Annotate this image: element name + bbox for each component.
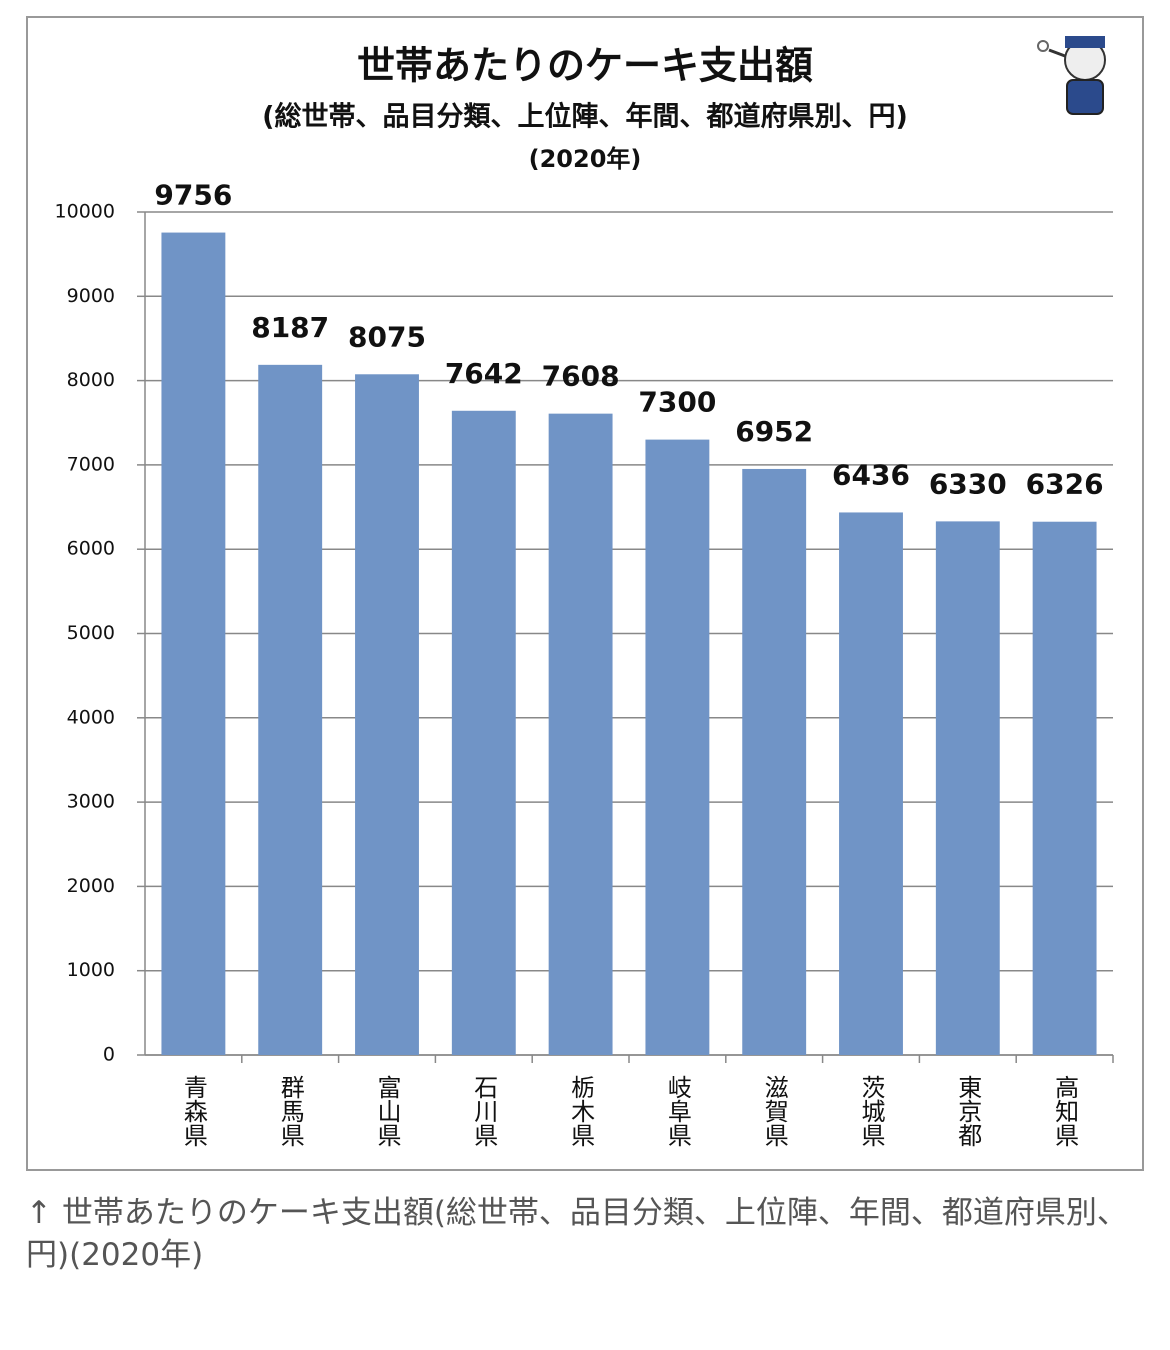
x-tick-label: 富山県 — [373, 1075, 401, 1147]
y-tick-label: 9000 — [67, 285, 115, 307]
chart-subtitle: (総世帯、品目分類、上位陣、年間、都道府県別、円) — [262, 101, 908, 133]
bar — [645, 439, 710, 1055]
y-tick-label: 2000 — [67, 875, 115, 897]
x-tick-label: 岐阜県 — [663, 1075, 691, 1147]
chart: 世帯あたりのケーキ支出額 (総世帯、品目分類、上位陣、年間、都道府県別、円) (… — [26, 16, 1144, 1171]
x-tick-label: 東京都 — [954, 1075, 982, 1147]
value-label: 6952 — [735, 415, 813, 448]
value-label: 7300 — [638, 386, 716, 419]
x-tick-label: 滋賀県 — [760, 1075, 788, 1147]
x-tick-label: 栃木県 — [567, 1075, 595, 1147]
y-tick-label: 0 — [103, 1044, 115, 1066]
y-tick-label: 6000 — [67, 538, 115, 560]
value-label: 6326 — [1026, 468, 1104, 501]
bar — [742, 468, 807, 1055]
bar — [935, 521, 1000, 1055]
caption: ↑ 世帯あたりのケーキ支出額(総世帯、品目分類、上位陣、年間、都道府県別、円)(… — [26, 1195, 1128, 1273]
y-tick-label: 1000 — [67, 959, 115, 981]
y-tick-label: 7000 — [67, 453, 115, 475]
bar — [258, 364, 323, 1055]
chart-period: (2020年) — [529, 145, 642, 173]
chart-title: 世帯あたりのケーキ支出額 — [357, 44, 813, 88]
x-tick-label: 青森県 — [179, 1075, 207, 1147]
x-tick-label: 高知県 — [1051, 1075, 1079, 1147]
x-tick-label: 茨城県 — [857, 1075, 885, 1147]
mascot — [1037, 36, 1106, 115]
bar — [548, 413, 613, 1055]
bar — [839, 512, 903, 1055]
value-label: 9756 — [154, 179, 232, 212]
y-tick-label: 3000 — [67, 791, 115, 813]
y-tick-label: 8000 — [67, 369, 115, 391]
bar — [451, 410, 516, 1055]
value-label: 8187 — [251, 311, 329, 344]
bar — [161, 232, 226, 1055]
value-label: 6330 — [929, 467, 1007, 500]
x-tick-label: 石川県 — [470, 1075, 498, 1147]
value-label: 6436 — [832, 458, 910, 491]
y-tick-label: 5000 — [67, 622, 115, 644]
value-label: 7642 — [445, 357, 523, 390]
value-label: 8075 — [348, 320, 426, 353]
value-label: 7608 — [542, 360, 620, 393]
x-tick-label: 群馬県 — [276, 1075, 304, 1147]
y-tick-label: 10000 — [55, 201, 115, 223]
bar — [1032, 521, 1097, 1055]
y-tick-label: 4000 — [67, 706, 115, 728]
bar — [355, 374, 419, 1056]
